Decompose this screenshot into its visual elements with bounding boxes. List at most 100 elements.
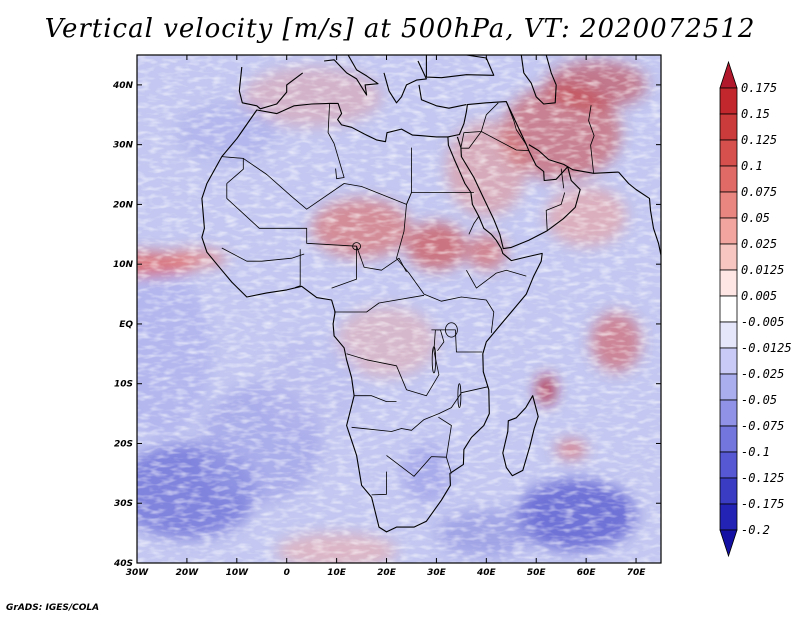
lake-malawi xyxy=(457,383,462,409)
colorbar-label: 0.15 xyxy=(741,107,770,121)
colorbar-swatch xyxy=(719,451,738,479)
colorbar-label: -0.025 xyxy=(741,367,784,381)
lake-chad xyxy=(352,242,361,251)
grads-credit: GrADS: IGES/COLA xyxy=(6,603,100,613)
lat-tick-label: 30N xyxy=(113,141,134,151)
lon-tick-label: 70E xyxy=(627,568,647,578)
lat-tick-label: 10S xyxy=(114,380,133,390)
colorbar-swatch xyxy=(719,165,738,193)
country-border xyxy=(560,168,565,189)
country-border xyxy=(461,131,529,151)
lat-tick-label: 30S xyxy=(114,499,133,509)
country-border xyxy=(354,395,397,403)
colorbar-label: 0.1 xyxy=(741,159,763,173)
lon-tick-label: 10W xyxy=(226,568,250,578)
lat-tick-label: EQ xyxy=(119,320,133,330)
lon-tick-label: 30E xyxy=(427,568,447,578)
colorbar-label: -0.075 xyxy=(741,419,784,433)
lat-tick-label: 40S xyxy=(113,559,133,569)
country-border xyxy=(295,249,301,288)
colorbar-label: -0.005 xyxy=(741,315,784,329)
colorbar-swatch xyxy=(719,269,738,297)
lon-tick-label: 20E xyxy=(377,568,397,578)
map-title: Vertical velocity [m/s] at 500hPa, VT: 2… xyxy=(44,14,756,44)
lat-tick-label: 40N xyxy=(112,81,134,91)
country-border xyxy=(346,329,440,397)
colorbar: 0.175 0.15 0.125 0.1 0.075 0.05 0.025 0.0125 0.0… xyxy=(719,60,792,558)
colorbar-bottom-triangle xyxy=(719,529,738,558)
colorbar-label: 0.0125 xyxy=(741,263,784,277)
lake-tanganyika xyxy=(431,346,437,374)
country-border xyxy=(371,471,387,496)
country-border xyxy=(545,192,566,231)
colorbar-swatch xyxy=(719,373,738,401)
colorbar-swatch xyxy=(719,113,738,141)
axes: 30W 20W 10W 0 10E 20E 30E 40E 50E 60E 70E 40N 30N 20N… xyxy=(112,55,661,578)
iberia-coastline xyxy=(238,66,304,110)
colorbar-label: 0.025 xyxy=(741,237,777,251)
colorbar-swatch xyxy=(719,217,738,245)
madagascar-coastline xyxy=(502,395,539,477)
plot-frame xyxy=(136,54,662,564)
colorbar-label: -0.125 xyxy=(741,471,784,485)
colorbar-swatch xyxy=(719,503,738,531)
colorbar-label: 0.125 xyxy=(741,133,777,147)
lat-tick-label: 10N xyxy=(113,260,134,270)
colorbar-label: 0.005 xyxy=(741,289,777,303)
colorbar-swatch xyxy=(719,191,738,219)
colorbar-swatch xyxy=(719,399,738,427)
lat-tick-label: 20N xyxy=(113,200,134,210)
political-borders xyxy=(221,101,595,496)
lat-tick-label: 20S xyxy=(114,439,133,449)
arabia-coastline xyxy=(447,101,581,250)
colorbar-label: -0.2 xyxy=(741,523,770,537)
colorbar-swatch xyxy=(719,87,738,115)
colorbar-swatch xyxy=(719,139,738,167)
country-border xyxy=(466,269,527,289)
colorbar-label: -0.1 xyxy=(741,445,770,459)
italy-coastline xyxy=(324,55,379,96)
colorbar-swatch xyxy=(719,243,738,271)
country-border xyxy=(438,416,452,474)
lon-tick-label: 20W xyxy=(176,568,200,578)
country-border xyxy=(386,455,447,477)
colorbar-swatch xyxy=(719,425,738,453)
country-border xyxy=(406,192,474,205)
india-coastline xyxy=(618,171,661,256)
country-border xyxy=(221,247,305,262)
lake-victoria xyxy=(445,322,458,338)
colorbar-label: -0.175 xyxy=(741,497,784,511)
country-border xyxy=(221,156,244,184)
country-border xyxy=(431,329,483,353)
country-border xyxy=(226,183,358,289)
colorbar-label: -0.05 xyxy=(741,393,777,407)
country-border xyxy=(333,143,345,180)
colorbar-swatch xyxy=(719,321,738,349)
africa-coastline xyxy=(201,102,543,533)
lon-tick-label: 30W xyxy=(126,568,150,578)
colorbar-swatch xyxy=(719,347,738,375)
greece-coastline xyxy=(383,60,427,104)
colorbar-top-triangle xyxy=(719,60,738,89)
country-border xyxy=(334,294,425,313)
colorbar-label: 0.05 xyxy=(741,211,770,225)
lon-tick-label: 60E xyxy=(577,568,597,578)
colorbar-label: -0.0125 xyxy=(741,341,792,355)
colorbar-swatch xyxy=(719,295,738,323)
coastlines xyxy=(201,55,661,533)
country-border xyxy=(356,246,407,273)
lon-tick-label: 10E xyxy=(327,568,347,578)
country-border xyxy=(436,329,445,352)
velocity-field xyxy=(137,55,661,563)
country-border xyxy=(468,216,480,235)
turkey-coastline xyxy=(418,84,467,109)
country-border xyxy=(505,101,527,145)
colorbar-label: 0.075 xyxy=(741,185,777,199)
speckle-texture xyxy=(137,55,661,563)
country-border xyxy=(588,105,595,174)
lon-tick-label: 50E xyxy=(527,568,547,578)
colorbar-swatch xyxy=(719,477,738,505)
lon-tick-label: 0 xyxy=(284,568,290,578)
country-border xyxy=(396,204,495,333)
